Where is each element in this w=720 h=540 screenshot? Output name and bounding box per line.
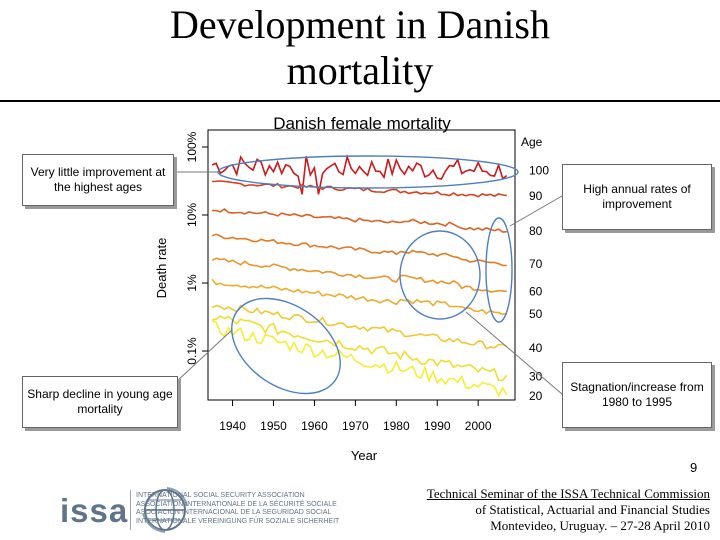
issa-logo-word: issa bbox=[60, 492, 129, 529]
chart-title: Danish female mortality bbox=[273, 114, 451, 133]
x-tick-label-2000: 2000 bbox=[465, 419, 492, 433]
x-tick-label-1940: 1940 bbox=[219, 419, 246, 433]
callout-stagnation: Stagnation/increase from 1980 to 1995 bbox=[562, 362, 712, 428]
footer-line2: of Statistical, Actuarial and Financial … bbox=[475, 502, 710, 517]
y-axis-label: Death rate bbox=[154, 238, 169, 299]
callout-young-age-text: Sharp decline in young age mortality bbox=[27, 387, 173, 416]
legend-label-age-70: 70 bbox=[529, 257, 543, 271]
logo-line-1: INTERNATIONAL SOCIAL SECURITY ASSOCIATIO… bbox=[136, 492, 305, 499]
y-tick-label-10%: 10% bbox=[185, 203, 199, 227]
x-tick-label-1980: 1980 bbox=[383, 419, 410, 433]
title-divider bbox=[0, 100, 720, 102]
callout-highest-ages: Very little improvement at the highest a… bbox=[22, 154, 174, 206]
series-line-age-80 bbox=[212, 207, 507, 233]
callout-improvement: High annual rates of improvement bbox=[562, 164, 712, 230]
logo-line-2: ASSOCIATION INTERNATIONALE DE LA SÉCURIT… bbox=[136, 500, 337, 508]
x-tick-label-1990: 1990 bbox=[424, 419, 451, 433]
legend-label-age-30: 30 bbox=[529, 370, 543, 384]
callout-improvement-text: High annual rates of improvement bbox=[583, 182, 691, 211]
series-line-age-30 bbox=[211, 315, 508, 382]
plot-frame bbox=[207, 129, 516, 401]
y-tick-label-100%: 100% bbox=[185, 131, 199, 162]
slide-title-line1: Development in Danish bbox=[170, 2, 550, 47]
legend-label-age-20: 20 bbox=[529, 389, 543, 403]
logo-divider bbox=[130, 490, 131, 530]
x-tick-label-1960: 1960 bbox=[301, 419, 328, 433]
connector-stagnation bbox=[465, 311, 563, 395]
logo-line-4: INTERNATIONALE VEREINIGUNG FÜR SOZIALE S… bbox=[136, 517, 340, 525]
callout-stagnation-text: Stagnation/increase from 1980 to 1995 bbox=[570, 380, 704, 409]
highlight-ellipse-stagnation bbox=[399, 230, 481, 320]
footer-line3: Montevideo, Uruguay. – 27-28 April 2010 bbox=[490, 518, 710, 533]
series-line-age-50 bbox=[211, 278, 508, 316]
callout-highest-ages-text: Very little improvement at the highest a… bbox=[30, 165, 166, 194]
series-line-age-70 bbox=[211, 233, 507, 267]
series-line-age-60 bbox=[211, 257, 507, 293]
legend-title: Age bbox=[521, 135, 543, 149]
connector-young-ages bbox=[175, 329, 233, 383]
slide-title: Development in Danish mortality bbox=[0, 2, 720, 94]
page-number: 9 bbox=[690, 460, 698, 475]
series-line-age-20 bbox=[211, 320, 508, 398]
x-axis-label: Year bbox=[351, 448, 378, 463]
footer-text: Technical Seminar of the ISSA Technical … bbox=[427, 486, 710, 534]
legend-label-age-50: 50 bbox=[529, 307, 543, 321]
y-tick-label-0.1%: 0.1% bbox=[185, 337, 199, 365]
logo-line-3: ASOCIACIÓN INTERNACIONAL DE LA SEGURIDAD… bbox=[136, 509, 332, 517]
issa-logo-lines: INTERNATIONAL SOCIAL SECURITY ASSOCIATIO… bbox=[136, 492, 339, 526]
callout-young-age: Sharp decline in young age mortality bbox=[22, 376, 178, 428]
legend-label-age-40: 40 bbox=[529, 341, 543, 355]
legend-label-age-100: 100 bbox=[529, 164, 549, 178]
legend-label-age-80: 80 bbox=[529, 224, 543, 238]
legend-label-age-60: 60 bbox=[529, 285, 543, 299]
x-tick-label-1950: 1950 bbox=[260, 419, 287, 433]
highlight-ellipse-young-ages bbox=[231, 297, 341, 395]
x-tick-label-1970: 1970 bbox=[342, 419, 369, 433]
highlight-ellipse-improvement bbox=[485, 217, 513, 323]
globe-icon bbox=[142, 487, 188, 533]
legend-label-age-90: 90 bbox=[529, 189, 543, 203]
series-line-age-40 bbox=[211, 304, 508, 350]
footer-line1: Technical Seminar of the ISSA Technical … bbox=[426, 486, 710, 501]
connector-improvement bbox=[509, 195, 563, 227]
y-tick-label-1%: 1% bbox=[185, 274, 199, 292]
slide-title-line2: mortality bbox=[286, 48, 434, 93]
